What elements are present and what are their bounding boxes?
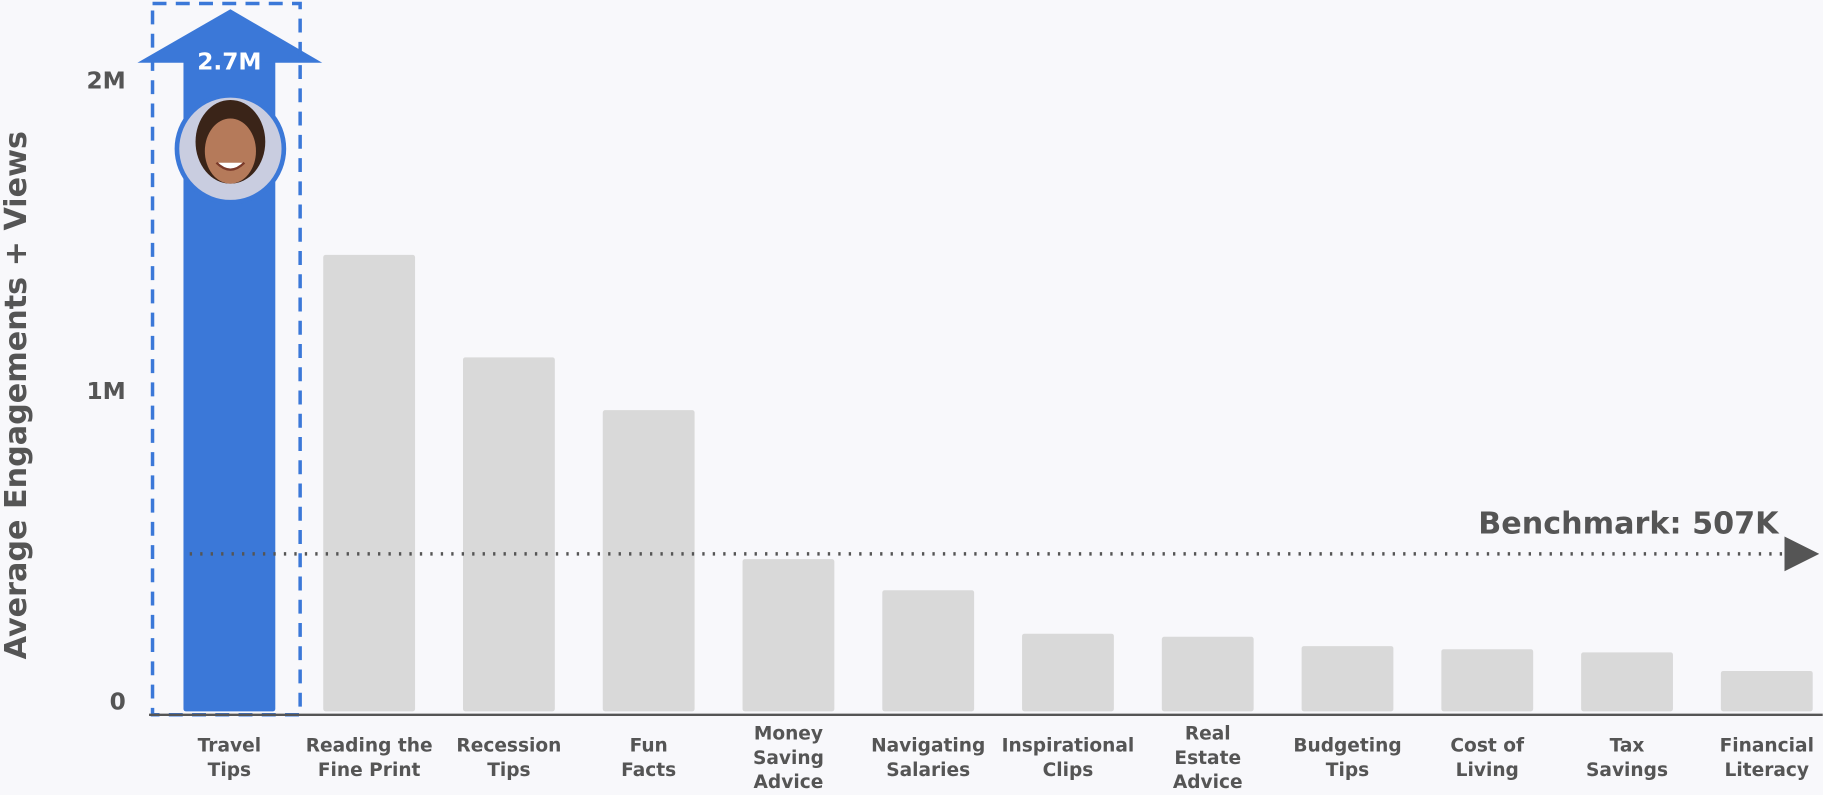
avatar (174, 92, 287, 205)
x-tick-label: Travel Tips (198, 735, 261, 780)
x-tick-label: Inspirational Clips (1002, 735, 1135, 780)
x-tick-label: Budgeting Tips (1293, 735, 1401, 780)
bar (742, 559, 835, 712)
x-tick-label: Money Saving Advice (753, 723, 824, 793)
x-tick-label: Cost of Living (1450, 735, 1525, 780)
arrow-head (137, 9, 323, 63)
y-tick-label: 2M (87, 68, 126, 95)
x-tick-label: Navigating Salaries (871, 735, 985, 780)
bar (602, 410, 695, 712)
bar (463, 357, 555, 712)
x-tick-label: Tax Savings (1586, 735, 1668, 780)
y-tick-label: 1M (87, 378, 126, 405)
bar (882, 590, 975, 712)
x-tick-label: Recession Tips (456, 735, 561, 780)
bar (1022, 633, 1114, 712)
bar (1441, 649, 1534, 712)
benchmark-label: Benchmark: 507K (1478, 506, 1780, 541)
bar (1161, 636, 1254, 712)
x-tick-label: Fun Facts (621, 735, 676, 780)
bars (183, 58, 1813, 712)
bar (1720, 670, 1813, 712)
y-axis-title: Average Engagements + Views (0, 131, 34, 659)
value-label: 2.7M (197, 48, 261, 75)
x-tick-label: Real Estate Advice (1173, 723, 1243, 793)
bar (183, 58, 276, 712)
x-tick-label: Reading the Fine Print (306, 735, 433, 780)
y-tick-label: 0 (110, 689, 126, 716)
bar (1581, 652, 1673, 712)
x-tick-label: Financial Literacy (1720, 735, 1814, 780)
bar (323, 254, 416, 712)
bar (1301, 646, 1394, 712)
